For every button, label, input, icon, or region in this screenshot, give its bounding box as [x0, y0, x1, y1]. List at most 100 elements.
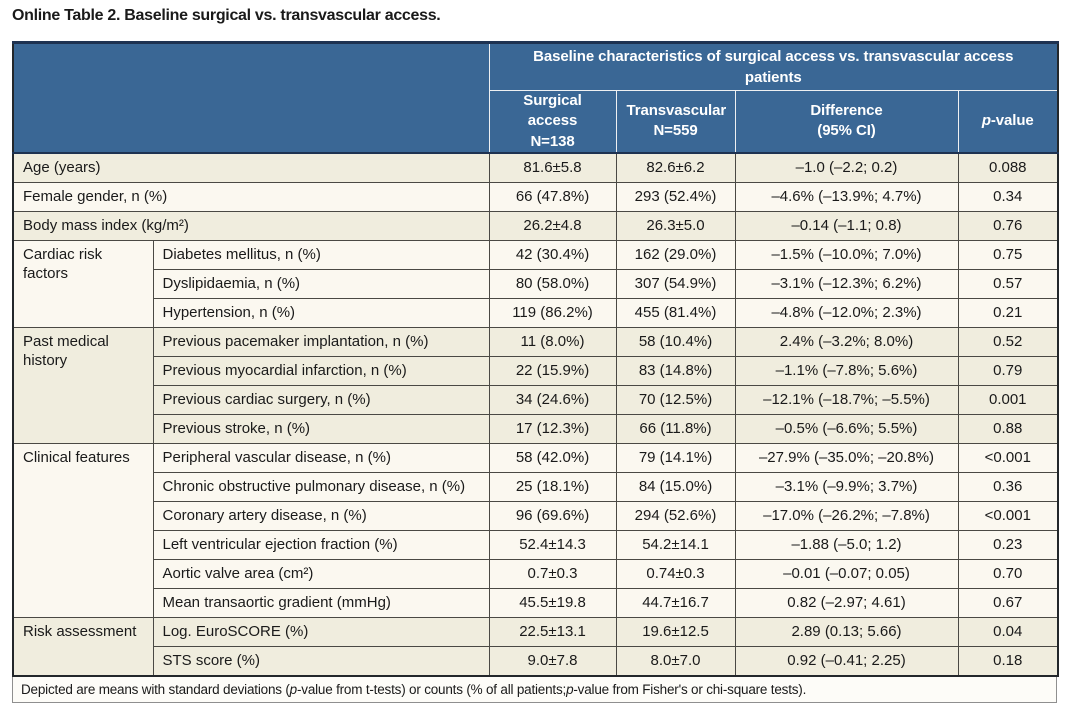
transvascular-value-cell: 293 (52.4%) [615, 181, 736, 212]
header-blank-cell [12, 41, 490, 154]
surgical-value-cell: 25 (18.1%) [488, 471, 617, 502]
header-col-difference-line2: (95% CI) [817, 122, 876, 140]
row-name-cell: Peripheral vascular disease, n (%) [152, 442, 490, 473]
table-row: Chronic obstructive pulmonary disease, n… [13, 471, 1059, 502]
table-row: Female gender, n (%) 66 (47.8%) 293 (52.4%… [12, 181, 1059, 212]
transvascular-value-cell: 70 (12.5%) [615, 384, 736, 415]
p-value-cell: 0.36 [957, 471, 1059, 502]
table-title: Online Table 2. Baseline surgical vs. tr… [12, 7, 441, 24]
table-row: Aortic valve area (cm²) 0.7±0.3 0.74±0.3 –0… [13, 558, 1059, 589]
header-span-title: Baseline characteristics of surgical acc… [488, 42, 1059, 91]
table-row: Dyslipidaemia, n (%) 80 (58.0%) 307 (54.9%… [13, 268, 1059, 299]
row-name-cell: Previous stroke, n (%) [152, 413, 490, 444]
header-col-pvalue-italic-p: p [981, 112, 991, 130]
table-header: Baseline characteristics of surgical acc… [12, 41, 1059, 154]
surgical-value-cell: 96 (69.6%) [488, 500, 617, 531]
transvascular-value-cell: 8.0±7.0 [615, 645, 736, 677]
difference-value-cell: –4.8% (–12.0%; 2.3%) [734, 297, 959, 328]
difference-value-cell: –17.0% (–26.2%; –7.8%) [734, 500, 959, 531]
difference-value-cell: –1.0 (–2.2; 0.2) [734, 152, 959, 183]
footnote-text-segment: Depicted are means with standard deviati… [21, 681, 290, 697]
table-row: STS score (%) 9.0±7.8 8.0±7.0 0.92 (–0.41; … [13, 645, 1059, 677]
table-row: Left ventricular ejection fraction (%) 52… [13, 529, 1059, 560]
difference-value-cell: 2.4% (–3.2%; 8.0%) [734, 326, 959, 357]
p-value-cell: 0.88 [957, 413, 1059, 444]
p-value-cell: 0.67 [957, 587, 1059, 618]
header-col-surgical-line2: N=138 [530, 132, 575, 150]
transvascular-value-cell: 455 (81.4%) [615, 297, 736, 328]
difference-value-cell: –3.1% (–12.3%; 6.2%) [734, 268, 959, 299]
difference-value-cell: –0.5% (–6.6%; 5.5%) [734, 413, 959, 444]
p-value-cell: 0.75 [957, 239, 1059, 270]
transvascular-value-cell: 0.74±0.3 [615, 558, 736, 589]
difference-value-cell: –1.88 (–5.0; 1.2) [734, 529, 959, 560]
p-value-cell: 0.21 [957, 297, 1059, 328]
p-value-cell: 0.18 [957, 645, 1059, 677]
p-value-cell: 0.001 [957, 384, 1059, 415]
table-row: Hypertension, n (%) 119 (86.2%) 455 (81.4%… [13, 297, 1059, 328]
p-value-cell: 0.04 [957, 616, 1059, 647]
row-name-cell: Mean transaortic gradient (mmHg) [152, 587, 490, 618]
p-value-cell: <0.001 [957, 442, 1059, 473]
header-row-span: Baseline characteristics of surgical acc… [12, 41, 1059, 154]
p-value-cell: 0.23 [957, 529, 1059, 560]
p-value-cell: 0.76 [957, 210, 1059, 241]
row-name-cell: Female gender, n (%) [12, 181, 490, 212]
p-value-cell: 0.70 [957, 558, 1059, 589]
header-col-transvascular-line2: N=559 [653, 122, 698, 140]
difference-value-cell: –1.1% (–7.8%; 5.6%) [734, 355, 959, 386]
header-col-transvascular: Transvascular N=559 [615, 89, 736, 154]
row-name-cell: Dyslipidaemia, n (%) [152, 268, 490, 299]
difference-value-cell: –12.1% (–18.7%; –5.5%) [734, 384, 959, 415]
table-row: Age (years) 81.6±5.8 82.6±6.2 –1.0 (–2.2; 0… [12, 152, 1059, 183]
table-row: Cardiac risk factors Diabetes mellitus, n… [12, 239, 1059, 328]
footnote-text-segment: -value from t-tests) or counts (% of all… [296, 681, 567, 697]
transvascular-value-cell: 44.7±16.7 [615, 587, 736, 618]
row-name-cell: Left ventricular ejection fraction (%) [152, 529, 490, 560]
surgical-value-cell: 0.7±0.3 [488, 558, 617, 589]
surgical-value-cell: 22.5±13.1 [488, 616, 617, 647]
transvascular-value-cell: 162 (29.0%) [615, 239, 736, 270]
row-group-cell: Cardiac risk factors [12, 239, 154, 328]
surgical-value-cell: 58 (42.0%) [488, 442, 617, 473]
row-name-cell: Previous myocardial infarction, n (%) [152, 355, 490, 386]
row-group-cell: Past medical history [12, 326, 154, 444]
surgical-value-cell: 26.2±4.8 [488, 210, 617, 241]
header-col-pvalue-rest: -value [990, 112, 1034, 130]
row-group-cell: Clinical features [12, 442, 154, 618]
row-name-cell: Aortic valve area (cm²) [152, 558, 490, 589]
difference-value-cell: –4.6% (–13.9%; 4.7%) [734, 181, 959, 212]
table-row: Past medical history Previous pacemaker i… [12, 326, 1059, 444]
table-row: Previous cardiac surgery, n (%) 34 (24.6%… [13, 384, 1059, 415]
surgical-value-cell: 22 (15.9%) [488, 355, 617, 386]
difference-value-cell: –27.9% (–35.0%; –20.8%) [734, 442, 959, 473]
header-col-surgical-line1: Surgical access [523, 92, 582, 130]
transvascular-value-cell: 83 (14.8%) [615, 355, 736, 386]
transvascular-value-cell: 84 (15.0%) [615, 471, 736, 502]
header-row-columns: Surgical access N=138 Transvascular N=55… [13, 89, 1059, 154]
difference-value-cell: 0.92 (–0.41; 2.25) [734, 645, 959, 677]
p-value-cell: 0.52 [957, 326, 1059, 357]
surgical-value-cell: 11 (8.0%) [488, 326, 617, 357]
transvascular-value-cell: 19.6±12.5 [615, 616, 736, 647]
surgical-value-cell: 42 (30.4%) [488, 239, 617, 270]
row-name-cell: Body mass index (kg/m²) [12, 210, 490, 241]
table-row: Previous stroke, n (%) 17 (12.3%) 66 (11.8… [13, 413, 1059, 444]
row-name-cell: Hypertension, n (%) [152, 297, 490, 328]
row-name-cell: Chronic obstructive pulmonary disease, n… [152, 471, 490, 502]
row-group-cell: Risk assessment [12, 616, 154, 677]
baseline-table-container: Baseline characteristics of surgical acc… [12, 41, 1060, 703]
p-value-cell: 0.34 [957, 181, 1059, 212]
table-row: Clinical features Peripheral vascular dis… [12, 442, 1059, 618]
surgical-value-cell: 17 (12.3%) [488, 413, 617, 444]
transvascular-value-cell: 54.2±14.1 [615, 529, 736, 560]
difference-value-cell: –1.5% (–10.0%; 7.0%) [734, 239, 959, 270]
footnote-text-segment: p [289, 681, 298, 697]
transvascular-value-cell: 294 (52.6%) [615, 500, 736, 531]
surgical-value-cell: 81.6±5.8 [488, 152, 617, 183]
surgical-value-cell: 52.4±14.3 [488, 529, 617, 560]
transvascular-value-cell: 58 (10.4%) [615, 326, 736, 357]
surgical-value-cell: 119 (86.2%) [488, 297, 617, 328]
table-row: Body mass index (kg/m²) 26.2±4.8 26.3±5.0–… [12, 210, 1059, 241]
transvascular-value-cell: 82.6±6.2 [615, 152, 736, 183]
